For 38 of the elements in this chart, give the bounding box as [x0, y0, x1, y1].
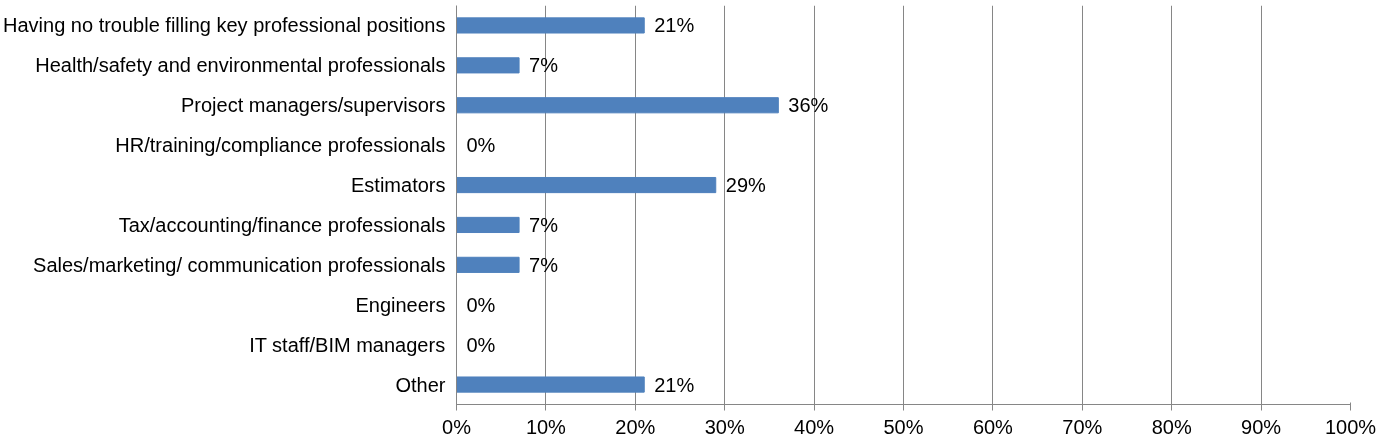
data-label: 0% [466, 293, 496, 316]
x-tick-label: 10% [525, 415, 567, 438]
x-tick-label: 80% [1151, 415, 1192, 438]
y-tick-label: HR/training/compliance professionals [115, 134, 446, 157]
bar [456, 376, 645, 393]
data-label: 7% [529, 54, 559, 77]
x-tick-label: 40% [794, 415, 835, 438]
x-tick-label: 0% [442, 415, 472, 438]
y-tick-label: Tax/accounting/finance professionals [118, 213, 446, 236]
y-tick-label: Sales/marketing/ communication professionals [33, 253, 446, 276]
data-label: 0% [466, 333, 496, 356]
y-tick-label: Health/safety and environmental professionals [35, 54, 446, 77]
bar [456, 57, 520, 74]
y-tick-label: IT staff/BIM managers [249, 333, 446, 356]
y-tick-label: Having no trouble filling key professional positions [3, 14, 446, 37]
y-tick-label: Project managers/supervisors [180, 94, 446, 117]
data-label: 36% [788, 94, 829, 117]
y-tick-label: Other [395, 373, 446, 396]
y-tick-label: Engineers [355, 293, 446, 316]
data-label: 29% [725, 174, 767, 197]
bar [456, 176, 717, 194]
x-tick-label: 20% [615, 415, 656, 438]
x-tick-label: 30% [704, 415, 745, 438]
bar [456, 17, 645, 34]
y-tick-label: Estimators [351, 174, 446, 197]
x-tick-label: 70% [1062, 415, 1103, 438]
x-tick-label: 90% [1241, 415, 1282, 438]
bar [456, 97, 779, 114]
x-tick-label: 50% [883, 415, 924, 438]
data-label: 21% [654, 14, 695, 37]
bar [456, 216, 520, 234]
x-tick-label: 100% [1324, 415, 1377, 438]
data-label: 21% [654, 373, 695, 396]
data-label: 7% [529, 213, 559, 236]
x-tick-label: 60% [972, 415, 1014, 438]
data-label: 7% [529, 253, 559, 276]
bar [456, 256, 520, 273]
data-label: 0% [466, 134, 496, 157]
